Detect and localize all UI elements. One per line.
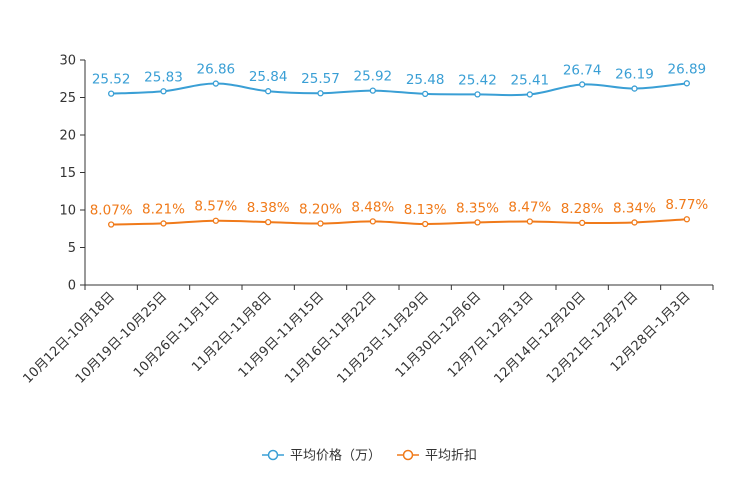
data-label: 25.41: [511, 72, 550, 88]
data-label: 8.57%: [194, 199, 237, 215]
data-label: 8.28%: [561, 201, 604, 217]
legend-item-0[interactable]: 平均价格（万）: [262, 448, 381, 464]
data-label: 25.52: [92, 72, 131, 88]
data-label: 26.89: [668, 61, 707, 77]
y-tick-label: 5: [68, 241, 76, 256]
x-tick-label: 11月23日-11月29日: [335, 289, 432, 386]
data-label: 8.77%: [665, 197, 708, 213]
data-label: 8.34%: [613, 200, 656, 216]
data-label: 8.35%: [456, 200, 499, 216]
data-label: 8.47%: [508, 199, 551, 215]
data-label: 25.83: [144, 69, 183, 85]
y-tick-label: 0: [68, 279, 76, 294]
series-0: 25.52 25.83 26.86 25.84 25.57 25.92 25.48 25.42…: [92, 61, 707, 98]
data-label: 25.48: [406, 72, 445, 88]
data-label: 25.57: [301, 71, 340, 87]
data-point[interactable]: [212, 217, 219, 224]
y-tick-label: 25: [59, 91, 76, 106]
legend-item-1[interactable]: 平均折扣: [397, 449, 477, 464]
data-label: 25.42: [458, 72, 497, 88]
data-point[interactable]: [160, 220, 167, 227]
y-tick-label: 10: [59, 204, 76, 219]
y-tick-label: 30: [59, 54, 76, 69]
data-point[interactable]: [631, 219, 638, 226]
data-point[interactable]: [474, 219, 481, 226]
data-point[interactable]: [422, 220, 429, 228]
x-tick-label: 12月14日-12月20日: [492, 289, 589, 386]
data-point[interactable]: [631, 85, 638, 92]
data-point[interactable]: [369, 218, 376, 225]
data-point[interactable]: [422, 90, 429, 98]
data-label: 8.21%: [142, 201, 185, 217]
data-point[interactable]: [474, 91, 481, 98]
y-tick-label: 20: [59, 129, 76, 144]
legend-marker-icon: [402, 449, 414, 461]
x-tick-label: 11月16日-11月22日: [282, 289, 379, 386]
series-1: 8.07% 8.21% 8.57% 8.38% 8.20% 8.48% 8.13% 8.35%…: [90, 197, 708, 228]
legend-marker-icon: [267, 449, 279, 461]
data-point[interactable]: [265, 218, 272, 226]
data-point[interactable]: [369, 87, 376, 94]
data-point[interactable]: [108, 90, 115, 97]
data-point[interactable]: [579, 219, 586, 227]
data-label: 26.74: [563, 62, 602, 78]
data-label: 25.92: [354, 69, 393, 85]
data-label: 25.84: [249, 69, 288, 85]
y-tick-label: 15: [59, 166, 76, 181]
data-label: 8.07%: [90, 202, 133, 218]
axes: 05101520253010月12日-10月18日10月19日-10月25日10…: [21, 54, 714, 387]
data-point[interactable]: [212, 80, 219, 87]
legend-label: 平均折扣: [425, 449, 477, 464]
data-point[interactable]: [317, 220, 324, 227]
series-line: [111, 218, 687, 226]
data-point[interactable]: [683, 80, 690, 87]
x-tick-label: 12月21日-12月27日: [544, 289, 641, 386]
data-label: 8.48%: [351, 199, 394, 215]
data-point[interactable]: [526, 218, 533, 225]
data-point[interactable]: [526, 91, 533, 98]
data-point[interactable]: [579, 81, 586, 88]
data-point[interactable]: [317, 90, 324, 97]
data-label: 26.86: [197, 62, 236, 78]
data-point[interactable]: [108, 221, 115, 228]
legend-label: 平均价格（万）: [290, 448, 381, 464]
data-label: 8.13%: [404, 202, 447, 218]
data-point[interactable]: [683, 216, 690, 223]
data-label: 8.20%: [299, 202, 342, 218]
legend[interactable]: 平均价格（万） 平均折扣: [262, 448, 477, 464]
x-tick-label: 10月12日-10月18日: [21, 289, 118, 386]
data-point[interactable]: [265, 88, 272, 95]
series-line: [111, 82, 687, 97]
data-label: 26.19: [615, 67, 654, 83]
data-point[interactable]: [160, 88, 167, 95]
data-label: 8.38%: [247, 200, 290, 216]
x-tick-label: 10月19日-10月25日: [73, 289, 170, 386]
series-layer: 25.52 25.83 26.86 25.84 25.57 25.92 25.48 25.42…: [90, 61, 708, 228]
